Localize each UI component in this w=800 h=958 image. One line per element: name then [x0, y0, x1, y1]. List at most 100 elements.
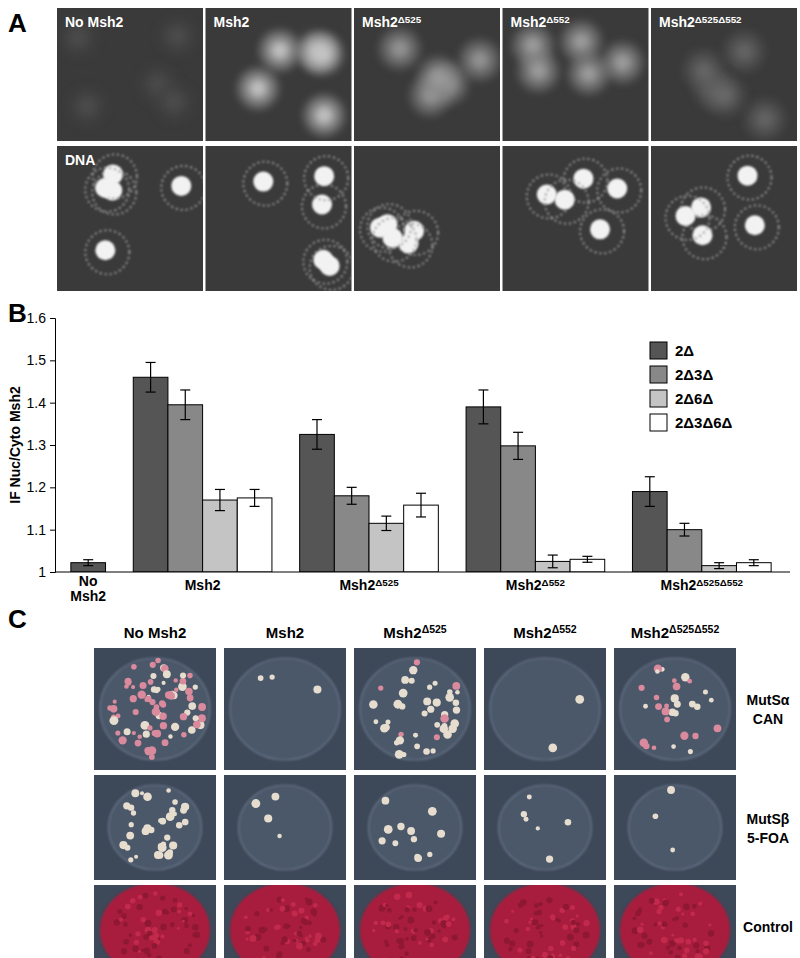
colony — [546, 855, 553, 862]
error-bar — [513, 432, 523, 459]
y-tick-mark — [50, 403, 55, 404]
colony — [687, 679, 692, 684]
bar — [667, 530, 702, 572]
colony — [402, 678, 407, 683]
colony — [158, 818, 163, 823]
control-texture — [372, 929, 375, 932]
colony — [169, 807, 175, 813]
colony — [672, 710, 678, 716]
control-texture — [527, 955, 531, 958]
dna-nucleus — [314, 166, 334, 186]
colony — [427, 706, 434, 713]
control-texture — [136, 904, 142, 910]
colony — [145, 696, 151, 702]
micrograph: Msh2Δ552 — [503, 8, 649, 141]
dna-nucleus — [590, 219, 610, 239]
plate-image — [94, 885, 216, 958]
control-texture — [129, 933, 133, 937]
micrograph: Msh2 — [206, 8, 352, 141]
panel-label: A — [8, 8, 27, 38]
cell-outline — [367, 204, 411, 248]
control-texture — [130, 898, 136, 904]
colony — [313, 685, 321, 693]
micrograph-background — [651, 146, 797, 291]
cell-outline — [85, 230, 129, 274]
colony — [126, 832, 134, 840]
control-texture — [143, 893, 149, 899]
error-bar-cap — [513, 459, 523, 460]
x-tick-label: Msh2Δ525 — [339, 577, 399, 593]
colony — [162, 739, 169, 746]
control-texture — [698, 901, 702, 905]
label-base: Msh2 — [362, 14, 398, 30]
micrograph-background — [503, 8, 649, 141]
control-texture — [646, 939, 652, 945]
error-bar-stem — [185, 390, 186, 420]
error-bar-cap — [416, 493, 426, 494]
cell-outline — [580, 209, 624, 253]
error-bar-cap — [250, 506, 260, 507]
error-bar-cap — [83, 565, 93, 566]
control-texture — [400, 915, 403, 918]
colony — [132, 731, 136, 735]
control-texture — [313, 903, 317, 907]
control-texture — [672, 917, 676, 921]
row-label: CAN — [753, 711, 783, 727]
legend-swatch — [650, 342, 667, 359]
control-texture — [394, 893, 400, 899]
label-superscript: Δ525 — [422, 623, 447, 635]
dna-nucleus — [738, 166, 758, 186]
error-bar-cap — [250, 489, 260, 490]
dna-nucleus — [607, 179, 627, 199]
colony — [166, 788, 171, 793]
control-patch — [360, 885, 470, 958]
colony — [385, 720, 390, 725]
error-bar-cap — [312, 419, 322, 420]
control-patch — [620, 885, 730, 958]
control-texture — [703, 940, 709, 946]
colony — [453, 699, 460, 706]
colony — [524, 817, 529, 822]
control-texture — [576, 922, 580, 926]
control-texture — [426, 905, 433, 912]
plate-patch — [239, 785, 332, 870]
control-texture — [703, 948, 709, 954]
control-texture — [296, 943, 303, 950]
colony — [373, 719, 378, 724]
cell-nucleus-stain — [428, 67, 448, 87]
dna-nucleus — [555, 190, 575, 210]
colony — [653, 813, 659, 819]
column-label: Msh2 — [266, 624, 304, 641]
colony — [638, 685, 644, 691]
dna-nucleus — [171, 176, 191, 196]
colony — [440, 714, 449, 723]
colony — [414, 659, 420, 665]
cell-outline — [93, 154, 137, 198]
control-texture — [262, 956, 267, 958]
plate-patch — [360, 658, 470, 760]
cell-nucleus-stain — [528, 61, 548, 81]
colony — [394, 740, 399, 745]
plate-background — [224, 648, 346, 770]
control-texture — [526, 927, 530, 931]
colony — [156, 851, 163, 858]
colony — [125, 678, 132, 685]
cell-stain — [260, 30, 300, 70]
error-bar-cap — [215, 510, 225, 511]
dna-nucleus — [676, 206, 696, 226]
cell-stain — [460, 40, 500, 80]
error-bar — [381, 516, 391, 530]
y-tick-mark — [50, 318, 55, 319]
control-texture — [413, 908, 417, 912]
control-texture — [293, 911, 296, 914]
panel-label: C — [8, 604, 27, 634]
colony — [452, 682, 460, 690]
colony — [193, 684, 198, 689]
error-bar-cap — [679, 535, 689, 536]
dna-nucleus — [693, 225, 713, 245]
control-texture — [249, 935, 256, 942]
control-texture — [442, 936, 448, 942]
control-texture — [132, 946, 139, 953]
control-texture — [298, 908, 304, 914]
cell-stain — [745, 99, 785, 139]
